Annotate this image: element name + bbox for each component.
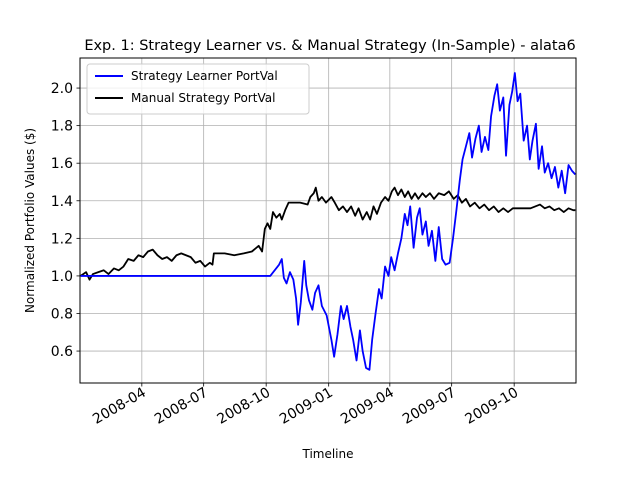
chart-title: Exp. 1: Strategy Learner vs. & Manual St… [84,38,575,54]
y-tick-label: 1.4 [51,194,73,210]
legend-box [86,63,310,115]
y-tick-label: 2.0 [51,81,73,97]
y-tick-label: 1.2 [51,231,73,247]
manual-strategy-line [80,186,576,281]
series-layer [80,72,576,371]
legend-label-manual-strategy: Manual Strategy PortVal [131,91,275,105]
plot-frame [79,57,577,384]
y-tick-label: 0.8 [51,306,73,322]
y-tick-label: 1.6 [51,156,73,172]
x-axis-label: Timeline [301,447,353,461]
legend-label-strategy-learner: Strategy Learner PortVal [131,69,278,83]
y-axis-label: Normalized Portfolio Values ($) [23,128,37,313]
y-tick-label: 1.8 [51,119,73,135]
y-tick-label: 1.0 [51,269,73,285]
strategy-learner-line [80,72,576,371]
legend: Strategy Learner PortVal Manual Strategy… [86,63,310,115]
y-tick-label: 0.6 [51,344,73,360]
